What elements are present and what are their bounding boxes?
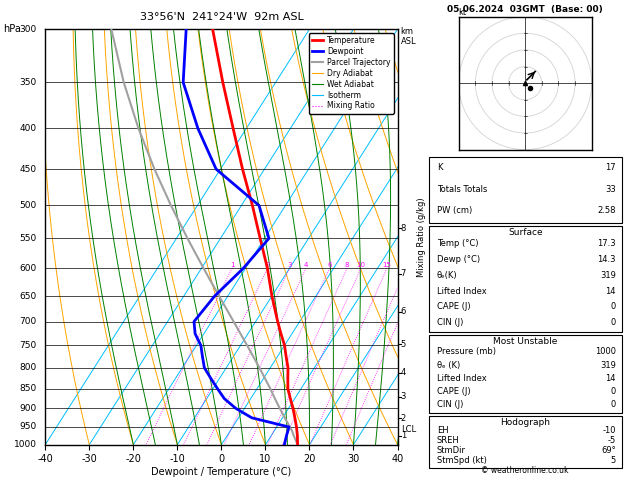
Text: LCL: LCL — [401, 425, 416, 434]
Text: 750: 750 — [19, 341, 36, 350]
Text: 850: 850 — [19, 384, 36, 393]
Text: 319: 319 — [600, 271, 616, 280]
Text: Temp (°C): Temp (°C) — [437, 240, 478, 248]
Text: 2: 2 — [401, 414, 406, 423]
Text: 0: 0 — [611, 302, 616, 312]
Text: 550: 550 — [19, 234, 36, 243]
Text: 1: 1 — [230, 262, 234, 268]
Bar — [428, 335, 622, 413]
Text: 500: 500 — [19, 201, 36, 210]
Text: 1: 1 — [401, 432, 406, 440]
Legend: Temperature, Dewpoint, Parcel Trajectory, Dry Adiabat, Wet Adiabat, Isotherm, Mi: Temperature, Dewpoint, Parcel Trajectory… — [309, 33, 394, 114]
Text: 33°56'N  241°24'W  92m ASL: 33°56'N 241°24'W 92m ASL — [140, 12, 303, 22]
Text: 5: 5 — [611, 456, 616, 466]
Text: Surface: Surface — [508, 228, 543, 237]
Text: 2: 2 — [265, 262, 270, 268]
Text: 0: 0 — [611, 318, 616, 327]
Text: 950: 950 — [19, 422, 36, 432]
Text: StmDir: StmDir — [437, 447, 465, 455]
Text: 650: 650 — [19, 292, 36, 300]
Text: 14.3: 14.3 — [598, 255, 616, 264]
Text: 17: 17 — [605, 163, 616, 172]
Bar — [428, 416, 622, 468]
Text: Lifted Index: Lifted Index — [437, 374, 486, 383]
Text: 2.58: 2.58 — [598, 206, 616, 215]
Text: StmSpd (kt): StmSpd (kt) — [437, 456, 486, 466]
Text: Pressure (mb): Pressure (mb) — [437, 347, 496, 356]
Text: -5: -5 — [608, 436, 616, 446]
Text: 4: 4 — [304, 262, 308, 268]
Text: 14: 14 — [605, 287, 616, 295]
Text: 4: 4 — [401, 368, 406, 377]
Text: CAPE (J): CAPE (J) — [437, 387, 470, 396]
Text: 8: 8 — [401, 224, 406, 233]
X-axis label: Dewpoint / Temperature (°C): Dewpoint / Temperature (°C) — [152, 467, 291, 477]
Text: Most Unstable: Most Unstable — [493, 337, 557, 346]
Text: 6: 6 — [401, 307, 406, 316]
Text: 450: 450 — [19, 165, 36, 174]
Text: 10: 10 — [357, 262, 365, 268]
Text: 8: 8 — [345, 262, 349, 268]
Text: 3: 3 — [287, 262, 292, 268]
Text: 05.06.2024  03GMT  (Base: 00): 05.06.2024 03GMT (Base: 00) — [447, 5, 603, 14]
Text: km
ASL: km ASL — [401, 27, 416, 46]
Text: 33: 33 — [605, 185, 616, 193]
Text: 1000: 1000 — [13, 440, 36, 449]
Text: 5: 5 — [401, 340, 406, 349]
Text: 14: 14 — [605, 374, 616, 383]
Text: 7: 7 — [401, 269, 406, 278]
Text: 0: 0 — [611, 387, 616, 396]
Text: 700: 700 — [19, 317, 36, 326]
Text: 350: 350 — [19, 78, 36, 87]
Text: CIN (J): CIN (J) — [437, 400, 463, 409]
Text: © weatheronline.co.uk: © weatheronline.co.uk — [481, 466, 569, 475]
Text: Lifted Index: Lifted Index — [437, 287, 486, 295]
Text: 600: 600 — [19, 264, 36, 273]
Text: Dewp (°C): Dewp (°C) — [437, 255, 480, 264]
Text: 0: 0 — [611, 400, 616, 409]
Text: Mixing Ratio (g/kg): Mixing Ratio (g/kg) — [417, 197, 426, 277]
Text: 319: 319 — [600, 361, 616, 369]
Text: 900: 900 — [19, 404, 36, 413]
Text: CIN (J): CIN (J) — [437, 318, 463, 327]
Text: 6: 6 — [327, 262, 332, 268]
Text: 300: 300 — [19, 25, 36, 34]
Text: K: K — [437, 163, 442, 172]
Bar — [428, 226, 622, 332]
Text: 69°: 69° — [601, 447, 616, 455]
Text: -10: -10 — [603, 426, 616, 435]
Text: PW (cm): PW (cm) — [437, 206, 472, 215]
Text: θₑ (K): θₑ (K) — [437, 361, 460, 369]
Text: 1000: 1000 — [595, 347, 616, 356]
Text: CAPE (J): CAPE (J) — [437, 302, 470, 312]
Bar — [428, 157, 622, 223]
Text: 3: 3 — [401, 392, 406, 401]
Text: EH: EH — [437, 426, 448, 435]
Text: SREH: SREH — [437, 436, 459, 446]
Text: hPa: hPa — [3, 24, 21, 35]
Text: Totals Totals: Totals Totals — [437, 185, 487, 193]
Text: 400: 400 — [19, 124, 36, 133]
Text: 800: 800 — [19, 363, 36, 372]
Text: θₑ(K): θₑ(K) — [437, 271, 457, 280]
Text: 17.3: 17.3 — [597, 240, 616, 248]
Text: 15: 15 — [382, 262, 391, 268]
Text: Hodograph: Hodograph — [500, 418, 550, 427]
